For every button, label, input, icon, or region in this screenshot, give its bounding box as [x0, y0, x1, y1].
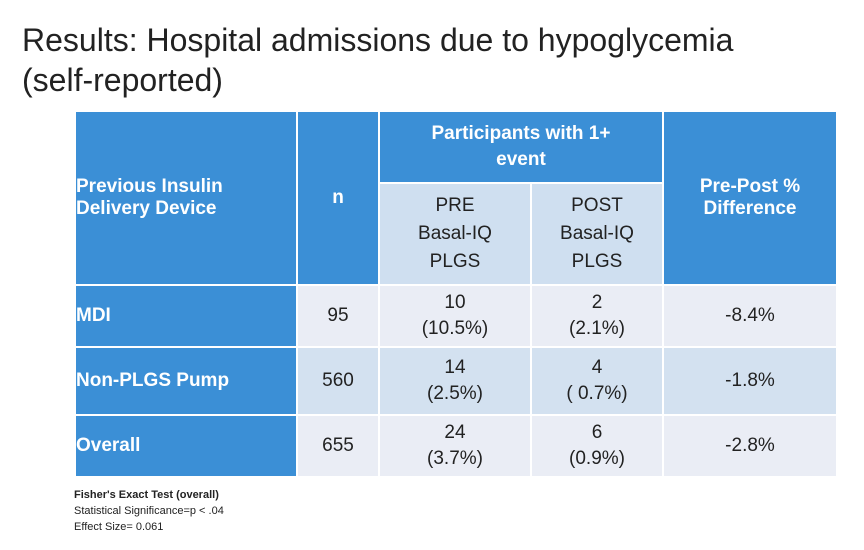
table-row-mdi: MDI 95 10 (10.5%) 2 (2.1%) -8.4% [74, 284, 838, 348]
results-table: Previous Insulin Delivery Device n Parti… [74, 110, 838, 478]
table-row-overall: Overall 655 24 (3.7%) 6 (0.9%) -2.8% [74, 414, 838, 478]
header-difference: Pre-Post % Difference [662, 110, 838, 286]
post-cell: 4 ( 0.7%) [530, 346, 664, 416]
header-participants-group: Participants with 1+ event [378, 110, 664, 184]
pre-cell: 10 (10.5%) [378, 284, 532, 348]
slide-title-line-2: (self-reported) [22, 62, 223, 98]
pre-cell: 14 (2.5%) [378, 346, 532, 416]
header-pre: PRE Basal-IQ PLGS [378, 182, 532, 286]
footnote: Fisher's Exact Test (overall) Statistica… [74, 487, 474, 535]
n-cell: 655 [296, 414, 380, 478]
header-n: n [296, 110, 380, 286]
n-cell: 95 [296, 284, 380, 348]
diff-cell: -1.8% [662, 346, 838, 416]
row-label: Overall [74, 414, 298, 478]
diff-cell: -2.8% [662, 414, 838, 478]
footnote-title: Fisher's Exact Test (overall) [74, 489, 219, 501]
table-row-non-plgs-pump: Non-PLGS Pump 560 14 (2.5%) 4 ( 0.7%) -1… [74, 346, 838, 416]
row-label: Non-PLGS Pump [74, 346, 298, 416]
footnote-effect-size: Effect Size= 0.061 [74, 521, 164, 533]
footnote-significance: Statistical Significance=p < .04 [74, 505, 224, 517]
post-cell: 6 (0.9%) [530, 414, 664, 478]
header-device: Previous Insulin Delivery Device [74, 110, 298, 286]
slide-title: Results: Hospital admissions due to hypo… [22, 20, 842, 100]
header-post: POST Basal-IQ PLGS [530, 182, 664, 286]
row-label: MDI [74, 284, 298, 348]
diff-cell: -8.4% [662, 284, 838, 348]
n-cell: 560 [296, 346, 380, 416]
slide-title-line-1: Results: Hospital admissions due to hypo… [22, 22, 734, 58]
header-row-top: Previous Insulin Delivery Device n Parti… [74, 110, 838, 286]
post-cell: 2 (2.1%) [530, 284, 664, 348]
pre-cell: 24 (3.7%) [378, 414, 532, 478]
header-row-sub: PRE Basal-IQ PLGS POST Basal-IQ PLGS [75, 182, 837, 286]
